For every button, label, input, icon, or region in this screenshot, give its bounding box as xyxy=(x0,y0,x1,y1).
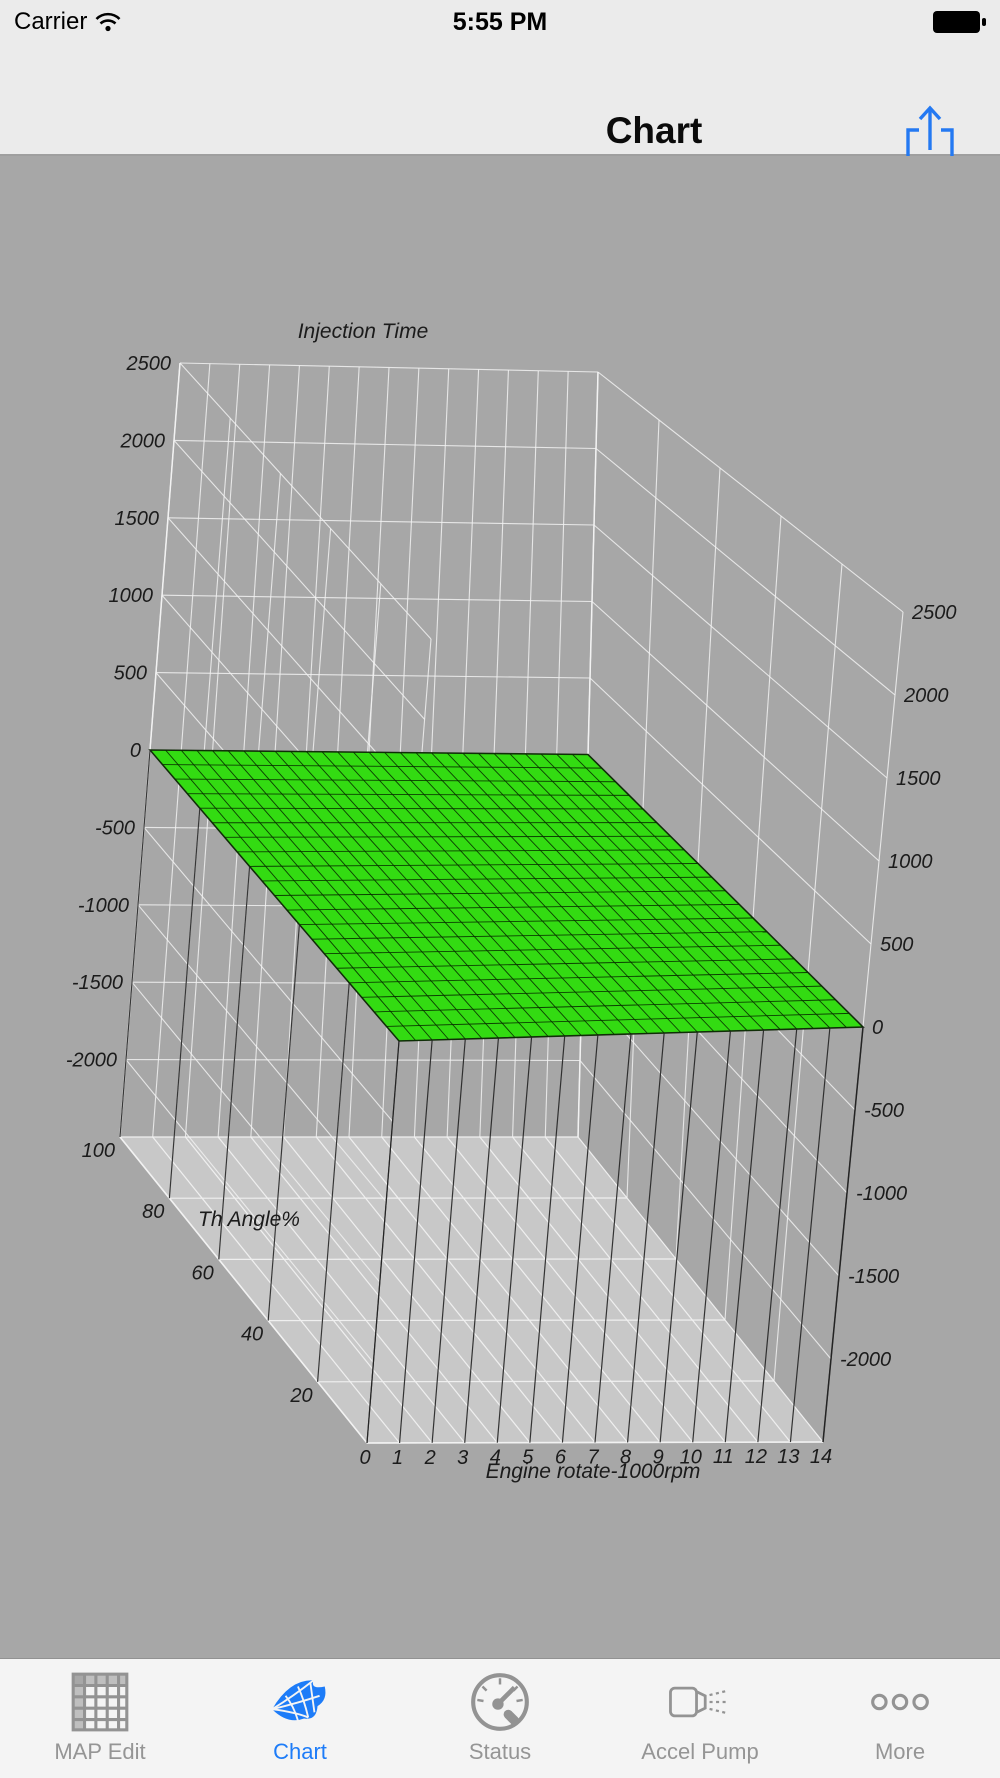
svg-text:-1500: -1500 xyxy=(848,1266,899,1288)
battery-icon xyxy=(933,11,986,33)
svg-text:0: 0 xyxy=(130,740,141,762)
tab-bar: MAP Edit Chart xyxy=(0,1658,1000,1778)
svg-text:1000: 1000 xyxy=(888,851,933,873)
tab-label: Status xyxy=(468,1739,532,1764)
chart-area: -2000 -2000 -1500 -1500 -1000 -1000 -500 -500 0 0… xyxy=(0,156,1000,1658)
svg-text:1500: 1500 xyxy=(115,508,160,530)
tab-label: Chart xyxy=(273,1739,327,1764)
svg-text:12: 12 xyxy=(745,1446,767,1468)
svg-text:-1500: -1500 xyxy=(72,972,123,994)
svg-text:-500: -500 xyxy=(95,817,135,839)
svg-text:4: 4 xyxy=(490,1447,501,1469)
tab-label: MAP Edit xyxy=(54,1739,146,1764)
svg-text:2000: 2000 xyxy=(903,685,949,707)
svg-text:-1000: -1000 xyxy=(856,1183,907,1205)
svg-text:0: 0 xyxy=(359,1447,370,1469)
tab-more[interactable]: More xyxy=(800,1659,1000,1778)
svg-text:10: 10 xyxy=(680,1446,702,1468)
svg-text:0: 0 xyxy=(872,1017,883,1039)
gauge-icon xyxy=(471,1673,529,1731)
svg-text:13: 13 xyxy=(777,1446,799,1468)
svg-text:1500: 1500 xyxy=(896,768,941,790)
svg-text:60: 60 xyxy=(192,1262,214,1284)
tab-status[interactable]: Status xyxy=(400,1659,600,1778)
surface-mesh-icon xyxy=(271,1679,326,1721)
clock-label: 5:55 PM xyxy=(452,7,548,36)
svg-text:1: 1 xyxy=(392,1447,403,1469)
svg-text:2500: 2500 xyxy=(126,353,172,375)
nav-bar: Chart xyxy=(0,44,1000,178)
svg-text:2: 2 xyxy=(424,1447,436,1469)
svg-text:100: 100 xyxy=(82,1140,115,1162)
svg-text:20: 20 xyxy=(289,1385,312,1407)
surface-chart[interactable]: -2000 -2000 -1500 -1500 -1000 -1000 -500 -500 0 0… xyxy=(0,156,1000,1658)
svg-text:2000: 2000 xyxy=(120,430,166,452)
svg-text:-500: -500 xyxy=(864,1100,904,1122)
injector-spray-icon xyxy=(669,1686,729,1718)
svg-text:1000: 1000 xyxy=(109,585,154,607)
svg-text:80: 80 xyxy=(142,1201,164,1223)
svg-text:Injection Time: Injection Time xyxy=(298,320,429,343)
svg-text:-2000: -2000 xyxy=(66,1050,117,1072)
status-bar: Carrier 5:55 PM xyxy=(0,0,1000,44)
svg-text:8: 8 xyxy=(620,1446,631,1468)
ellipsis-icon xyxy=(871,1693,929,1711)
svg-text:9: 9 xyxy=(653,1446,664,1468)
svg-text:6: 6 xyxy=(555,1447,567,1469)
svg-text:2500: 2500 xyxy=(911,602,957,624)
page-title: Chart xyxy=(605,110,703,151)
wifi-icon xyxy=(95,12,121,32)
svg-text:Engine rotate-1000rpm: Engine rotate-1000rpm xyxy=(486,1460,701,1483)
svg-text:3: 3 xyxy=(457,1447,468,1469)
tab-label: More xyxy=(874,1739,926,1764)
carrier-label: Carrier xyxy=(14,8,88,35)
svg-text:-1000: -1000 xyxy=(78,895,129,917)
svg-text:7: 7 xyxy=(587,1447,599,1469)
tab-accel-pump[interactable]: Accel Pump xyxy=(600,1659,800,1778)
grid-table-icon xyxy=(71,1672,129,1732)
tab-label: Accel Pump xyxy=(641,1739,759,1764)
svg-text:5: 5 xyxy=(522,1447,534,1469)
svg-text:14: 14 xyxy=(810,1446,832,1468)
svg-text:Th Angle%: Th Angle% xyxy=(198,1208,300,1231)
svg-text:500: 500 xyxy=(114,663,147,685)
svg-text:500: 500 xyxy=(880,934,913,956)
svg-text:11: 11 xyxy=(713,1446,734,1468)
svg-text:-2000: -2000 xyxy=(840,1349,891,1371)
tab-map-edit[interactable]: MAP Edit xyxy=(0,1659,200,1778)
tab-chart[interactable]: Chart xyxy=(200,1659,400,1778)
svg-text:40: 40 xyxy=(241,1324,263,1346)
